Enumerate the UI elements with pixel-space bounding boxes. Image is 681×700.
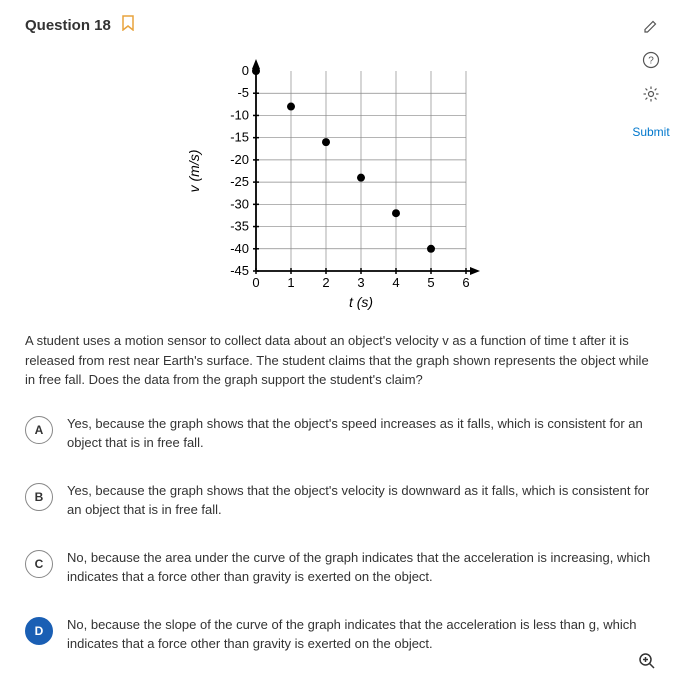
choice-c: C No, because the area under the curve of… — [25, 548, 656, 587]
svg-text:t (s): t (s) — [348, 294, 372, 310]
svg-text:4: 4 — [392, 275, 399, 290]
pencil-icon[interactable] — [640, 15, 662, 37]
choice-b: B Yes, because the graph shows that the o… — [25, 481, 656, 520]
choice-a: A Yes, because the graph shows that the o… — [25, 414, 656, 453]
choice-radio-d[interactable]: D — [25, 617, 53, 645]
svg-text:0: 0 — [241, 63, 248, 78]
choice-radio-a[interactable]: A — [25, 416, 53, 444]
submit-button[interactable]: Submit — [632, 125, 669, 139]
svg-text:-10: -10 — [230, 107, 249, 122]
svg-text:-35: -35 — [230, 219, 249, 234]
bookmark-icon[interactable] — [121, 15, 135, 36]
question-text: A student uses a motion sensor to collec… — [25, 331, 656, 390]
svg-text:-25: -25 — [230, 174, 249, 189]
svg-text:-15: -15 — [230, 130, 249, 145]
question-container: Question 18 0 1 2 3 4 5 6 0 -5 -10 -15 -20 -25 -30 -35… — [0, 0, 681, 697]
svg-text:-20: -20 — [230, 152, 249, 167]
choice-radio-b[interactable]: B — [25, 483, 53, 511]
svg-text:-45: -45 — [230, 263, 249, 278]
choice-d: D No, because the slope of the curve of t… — [25, 615, 656, 654]
svg-text:3: 3 — [357, 275, 364, 290]
svg-text:?: ? — [648, 56, 654, 67]
choice-text-c: No, because the area under the curve of … — [67, 548, 656, 587]
right-panel: ? Submit — [621, 0, 681, 139]
svg-text:-40: -40 — [230, 241, 249, 256]
velocity-chart: 0 1 2 3 4 5 6 0 -5 -10 -15 -20 -25 -30 -35 -40 -45 t (s) v… — [25, 51, 656, 311]
svg-text:0: 0 — [252, 275, 259, 290]
zoom-in-icon[interactable] — [638, 652, 656, 675]
gear-icon[interactable] — [640, 83, 662, 105]
svg-text:-30: -30 — [230, 196, 249, 211]
svg-text:v (m/s): v (m/s) — [186, 150, 202, 193]
svg-text:-5: -5 — [237, 85, 249, 100]
choice-text-a: Yes, because the graph shows that the ob… — [67, 414, 656, 453]
svg-text:5: 5 — [427, 275, 434, 290]
help-icon[interactable]: ? — [640, 49, 662, 71]
svg-text:2: 2 — [322, 275, 329, 290]
choice-text-d: No, because the slope of the curve of th… — [67, 615, 656, 654]
choice-text-b: Yes, because the graph shows that the ob… — [67, 481, 656, 520]
question-title: Question 18 — [25, 17, 111, 34]
choice-radio-c[interactable]: C — [25, 550, 53, 578]
question-header: Question 18 — [25, 15, 656, 36]
svg-text:6: 6 — [462, 275, 469, 290]
svg-text:1: 1 — [287, 275, 294, 290]
